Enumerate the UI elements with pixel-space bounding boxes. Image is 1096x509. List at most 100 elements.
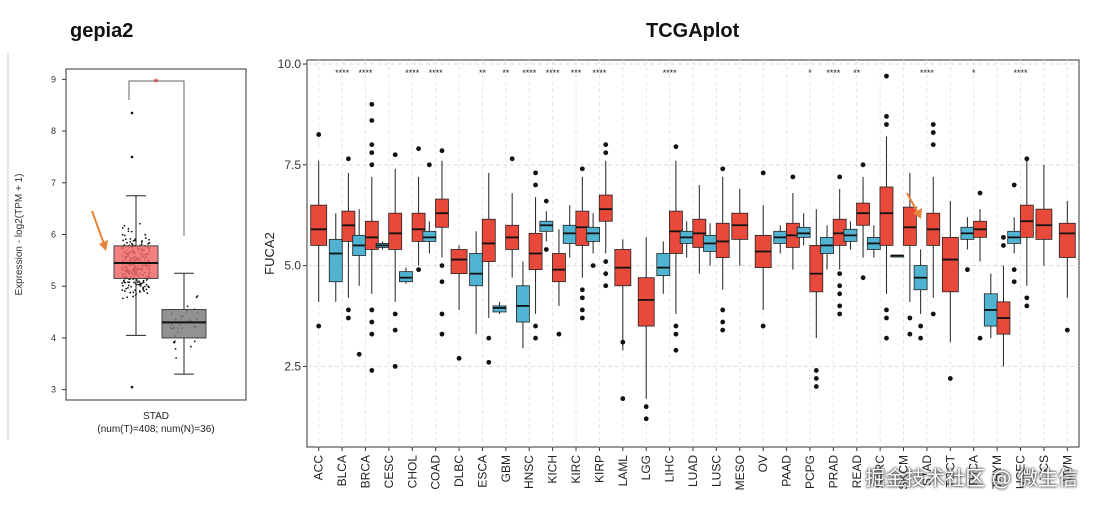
jitter-point bbox=[139, 284, 142, 287]
box-body bbox=[161, 308, 207, 339]
outlier-point bbox=[603, 150, 609, 156]
outlier-point bbox=[509, 156, 515, 162]
x-tick-label: HNSC bbox=[522, 455, 536, 489]
box-tumor bbox=[528, 232, 543, 271]
jitter-point bbox=[121, 227, 124, 229]
category-paad bbox=[773, 174, 800, 270]
box-tumor bbox=[902, 206, 917, 246]
outlier-point bbox=[837, 283, 843, 289]
jitter-point bbox=[148, 242, 151, 244]
category-kirp bbox=[586, 142, 613, 289]
outlier-point bbox=[1024, 295, 1030, 301]
outlier-point bbox=[416, 146, 421, 152]
significance-label: ** bbox=[853, 68, 861, 78]
jitter-point bbox=[189, 345, 192, 348]
outlier-point bbox=[837, 174, 843, 180]
box-tumor bbox=[856, 202, 870, 226]
jitter-point bbox=[130, 230, 133, 233]
outlier-point bbox=[673, 347, 679, 353]
jitter-point bbox=[193, 340, 196, 343]
jitter-point bbox=[126, 241, 128, 244]
box-normal bbox=[492, 305, 507, 313]
annotation-arrow-head bbox=[913, 208, 922, 219]
y-tick-label: 7 bbox=[51, 178, 56, 188]
outlier-point bbox=[439, 279, 445, 285]
outlier-point bbox=[907, 331, 913, 337]
y-tick-label: 4 bbox=[51, 333, 56, 343]
outlier-point bbox=[579, 166, 585, 172]
jitter-point bbox=[146, 292, 149, 295]
box-tumor bbox=[552, 253, 566, 283]
x-tick-label: TGCT bbox=[943, 454, 957, 487]
box-tumor bbox=[364, 220, 379, 250]
jitter-point bbox=[126, 296, 129, 299]
outlier-point bbox=[884, 114, 889, 119]
box-tumor bbox=[341, 210, 356, 242]
outlier-point bbox=[1001, 234, 1006, 240]
box-normal bbox=[796, 226, 811, 238]
outlier-point bbox=[884, 122, 889, 127]
box-tumor bbox=[113, 111, 159, 389]
outlier-point bbox=[356, 351, 362, 357]
box-normal bbox=[562, 224, 577, 244]
outlier-point bbox=[369, 331, 375, 337]
y-axis-title: Expression - log2(TPM + 1) bbox=[14, 174, 25, 296]
category-skcm bbox=[890, 172, 917, 337]
jitter-point bbox=[142, 288, 145, 291]
jitter-point bbox=[196, 295, 199, 297]
jitter-point bbox=[174, 347, 177, 350]
box-tumor bbox=[1035, 208, 1053, 240]
box-tumor bbox=[941, 236, 959, 293]
outlier-point bbox=[720, 319, 726, 325]
jitter-point bbox=[173, 340, 176, 343]
category-prad bbox=[820, 174, 847, 317]
x-tick-label: LUAD bbox=[686, 455, 700, 487]
outlier-point bbox=[673, 331, 679, 337]
outlier-point bbox=[977, 335, 983, 341]
y-tick-label: 9 bbox=[51, 74, 56, 84]
outlier-point bbox=[884, 335, 889, 341]
significance-label: **** bbox=[663, 68, 678, 78]
jitter-point bbox=[121, 289, 124, 292]
outlier-point bbox=[486, 359, 492, 365]
jitter-point bbox=[175, 357, 178, 359]
y-tick-label: 10.0 bbox=[278, 57, 302, 71]
category-dlbc bbox=[450, 245, 468, 361]
x-tick-label: ACC bbox=[312, 455, 326, 481]
significance-label: **** bbox=[522, 68, 537, 78]
outlier-point bbox=[579, 287, 585, 293]
category-lusc bbox=[703, 166, 730, 333]
jitter-point bbox=[123, 224, 126, 227]
outlier-point bbox=[533, 335, 538, 341]
jitter-point bbox=[129, 240, 132, 243]
jitter-point bbox=[145, 283, 148, 286]
outlier-point bbox=[930, 130, 936, 135]
outlier-point bbox=[416, 267, 421, 273]
category-read bbox=[843, 162, 870, 281]
x-axis-title: STAD bbox=[143, 411, 169, 422]
box-tumor bbox=[481, 218, 496, 262]
jitter-point bbox=[129, 237, 132, 240]
outlier-point bbox=[837, 311, 843, 317]
significance-label: ** bbox=[479, 68, 487, 78]
jitter-point bbox=[141, 240, 144, 242]
significance-label: * bbox=[808, 68, 812, 78]
significance-label: **** bbox=[429, 68, 444, 78]
outlier-point bbox=[590, 263, 596, 268]
jitter-point bbox=[145, 288, 148, 291]
y-tick-label: 2.5 bbox=[284, 359, 301, 373]
jitter-point bbox=[132, 295, 135, 298]
outlier-point bbox=[369, 118, 375, 123]
category-tgct bbox=[941, 201, 959, 381]
x-tick-label: PCPG bbox=[803, 455, 817, 489]
category-uvm bbox=[1058, 201, 1076, 333]
jitter-point bbox=[139, 291, 141, 293]
x-tick-label: CESC bbox=[382, 455, 396, 489]
outlier-point bbox=[486, 335, 492, 341]
outlier-point bbox=[837, 271, 843, 277]
outlier-point bbox=[579, 307, 585, 313]
category-acc bbox=[310, 132, 328, 329]
outlier-point bbox=[346, 315, 351, 321]
jitter-point bbox=[122, 239, 125, 242]
outlier-point bbox=[603, 283, 609, 289]
